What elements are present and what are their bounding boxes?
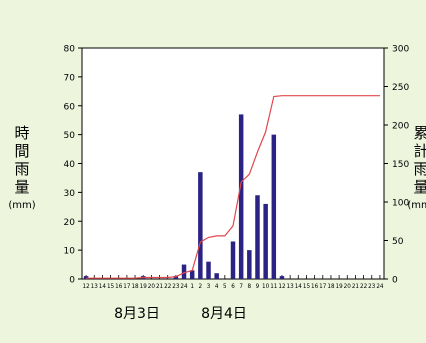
x-axis-tick-label: 2 [199, 283, 203, 290]
hourly-rain-bar [198, 172, 203, 279]
x-axis-tick-label: 1 [190, 283, 194, 290]
right-axis-tick-label: 50 [392, 237, 404, 247]
x-axis-tick-label: 21 [352, 283, 359, 290]
x-axis-tick-label: 19 [336, 283, 343, 290]
hourly-rain-bar [238, 114, 244, 279]
right-axis-title-char: 累 [413, 124, 426, 142]
hourly-rain-bar [83, 276, 89, 279]
x-axis-tick-label: 9 [256, 283, 260, 290]
plot-area [81, 47, 385, 280]
x-axis-tick-label: 6 [231, 283, 235, 290]
hourly-rain-bar [279, 276, 285, 279]
left-axis-tick-label: 50 [64, 131, 76, 141]
right-axis-title-char: 雨 [413, 160, 426, 178]
left-axis-tick-label: 70 [64, 73, 76, 83]
hourly-rain-bar [189, 270, 195, 279]
x-axis-tick-label: 23 [368, 283, 375, 290]
x-axis-tick-label: 20 [344, 283, 351, 290]
day-label: 8月3日 [114, 306, 160, 322]
left-axis-tick-label: 80 [64, 45, 76, 55]
x-axis-tick-label: 12 [82, 283, 89, 290]
x-axis-tick-label: 13 [91, 283, 98, 290]
left-axis-tick-label: 30 [64, 189, 76, 199]
right-axis-tick-label: 300 [392, 45, 409, 55]
left-axis-unit: (mm) [8, 200, 35, 211]
x-axis-tick-label: 15 [303, 283, 310, 290]
left-axis-title-char: 間 [14, 142, 29, 160]
x-axis-tick-label: 15 [107, 283, 114, 290]
x-axis-tick-label: 18 [131, 283, 138, 290]
x-axis-tick-label: 10 [262, 283, 269, 290]
right-axis-tick-label: 250 [392, 83, 409, 93]
x-axis-tick-label: 22 [164, 283, 171, 290]
right-axis-title-char: 量 [413, 178, 426, 196]
x-axis-tick-label: 14 [295, 283, 302, 290]
left-axis-title-char: 時 [14, 124, 29, 142]
hourly-rain-bar [181, 264, 187, 279]
left-axis-tick-label: 40 [64, 160, 76, 170]
x-axis-tick-label: 14 [99, 283, 106, 290]
x-axis-tick-label: 13 [287, 283, 294, 290]
x-axis-tick-label: 3 [207, 283, 211, 290]
x-axis-tick-label: 11 [270, 283, 277, 290]
x-axis-tick-label: 23 [172, 283, 179, 290]
cumulative-rain-line [86, 95, 380, 279]
x-axis-tick-label: 17 [319, 283, 326, 290]
x-axis-tick-label: 21 [156, 283, 163, 290]
day-label: 8月4日 [201, 306, 247, 322]
left-axis-title-char: 雨 [14, 160, 29, 178]
left-axis-tick-label: 20 [64, 218, 76, 228]
x-axis-tick-label: 19 [140, 283, 147, 290]
right-axis-tick-label: 200 [392, 122, 409, 132]
hourly-rain-bar [206, 261, 211, 279]
x-axis-tick-label: 22 [360, 283, 367, 290]
x-axis-tick-label: 24 [180, 283, 187, 290]
x-axis-tick-label: 20 [148, 283, 155, 290]
right-axis-tick-label: 0 [392, 276, 398, 286]
x-axis-tick-label: 8 [248, 283, 252, 290]
x-axis-tick-label: 4 [215, 283, 219, 290]
left-axis-tick-label: 0 [69, 276, 75, 286]
right-axis-tick-label: 150 [392, 160, 409, 170]
right-axis-tick-label: 100 [392, 199, 409, 209]
x-axis-tick-label: 7 [239, 283, 243, 290]
x-axis-tick-label: 16 [115, 283, 122, 290]
x-axis-tick-label: 16 [311, 283, 318, 290]
left-axis-title-char: 量 [14, 178, 29, 196]
hourly-rain-bar [255, 195, 260, 279]
left-axis-tick-label: 10 [64, 247, 76, 257]
hourly-rain-bar [214, 273, 219, 279]
hourly-rain-bar [247, 250, 252, 279]
x-axis-tick-label: 12 [278, 283, 285, 290]
hourly-rain-bar [230, 241, 236, 279]
x-axis-tick-label: 18 [327, 283, 334, 290]
x-axis-tick-label: 17 [123, 283, 130, 290]
hourly-rain-bar [263, 203, 268, 279]
hourly-rain-bar [173, 276, 179, 279]
x-axis-tick-label: 5 [223, 283, 227, 290]
right-axis-title-char: 計 [413, 142, 426, 160]
hourly-rain-bar [271, 134, 277, 279]
x-axis-tick-label: 24 [376, 283, 383, 290]
right-axis-unit: (mm) [407, 200, 426, 211]
left-axis-tick-label: 60 [64, 102, 76, 112]
